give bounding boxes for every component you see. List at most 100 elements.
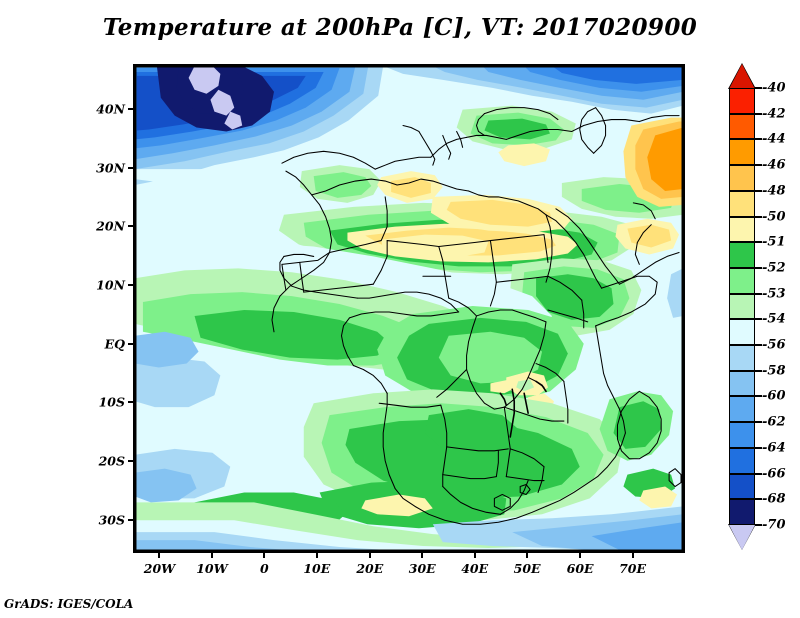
colorbar-tick-label: -48	[762, 183, 786, 199]
y-tick-mark	[128, 166, 133, 169]
x-tick-label-60e: 60E	[566, 561, 594, 576]
x-tick-label-70e: 70E	[619, 561, 647, 576]
colorbar-tick-label: -66	[762, 466, 786, 482]
colorbar-band	[729, 113, 755, 140]
colorbar-band	[729, 447, 755, 474]
x-tick-label-40e: 40E	[461, 561, 489, 576]
x-tick-mark	[315, 553, 318, 558]
x-tick-mark	[631, 553, 634, 558]
colorbar-band	[729, 345, 755, 371]
colorbar-band	[729, 319, 755, 346]
colorbar-tick-mark	[755, 164, 762, 167]
colorbar-over-arrow	[729, 64, 755, 89]
x-tick-mark	[421, 553, 424, 558]
y-tick-mark	[128, 107, 133, 110]
footer-credit: GrADS: IGES/COLA	[4, 597, 134, 611]
colorbar-tick-mark	[755, 87, 762, 89]
y-tick-mark	[128, 284, 133, 287]
colorbar-tick-mark	[755, 138, 762, 141]
colorbar-tick-mark	[755, 215, 762, 218]
colorbar-band	[729, 499, 755, 525]
colorbar-tick-mark	[755, 421, 762, 424]
colorbar-band	[729, 267, 755, 294]
map-plot-area[interactable]	[133, 64, 685, 553]
x-tick-label-10w: 10W	[196, 561, 228, 576]
x-tick-label-20e: 20E	[356, 561, 384, 576]
map-field-svg	[135, 66, 683, 551]
colorbar-tick-label: -40	[762, 80, 786, 96]
y-tick-mark	[128, 401, 133, 404]
colorbar-tick-label: -58	[762, 363, 786, 379]
chart-title: Temperature at 200hPa [C], VT: 201702090…	[102, 14, 698, 41]
y-tick-mark	[128, 460, 133, 463]
colorbar-tick-mark	[755, 395, 762, 398]
y-tick-label-10s: 10S	[98, 394, 125, 410]
colorbar-tick-mark	[755, 369, 762, 372]
y-tick-label-30s: 30S	[98, 512, 125, 528]
colorbar-tick-label: -42	[762, 106, 786, 122]
colorbar-tick-mark	[755, 318, 762, 321]
colorbar-tick-mark	[755, 189, 762, 192]
colorbar-tick-label: -62	[762, 414, 786, 430]
y-tick-label-20n: 20N	[96, 218, 125, 234]
colorbar-band	[729, 190, 755, 217]
colorbar-band	[729, 139, 755, 166]
colorbar-band	[729, 396, 755, 423]
colorbar-tick-mark	[755, 292, 762, 295]
x-tick-mark	[210, 553, 213, 558]
y-tick-mark	[128, 225, 133, 228]
colorbar-tick-mark	[755, 266, 762, 269]
colorbar-band	[729, 165, 755, 191]
colorbar-band	[729, 370, 755, 397]
colorbar-tick-label: -68	[762, 491, 786, 507]
x-tick-label-20w: 20W	[143, 561, 176, 576]
colorbar-tick-mark	[755, 344, 762, 347]
x-tick-mark	[158, 553, 161, 558]
colorbar-tick-mark	[755, 524, 762, 526]
colorbar-tick-label: -50	[762, 209, 786, 225]
colorbar-tick-label: -52	[762, 260, 786, 276]
colorbar-band	[729, 293, 755, 320]
colorbar-band	[729, 422, 755, 448]
colorbar-tick-label: -51	[762, 234, 786, 250]
colorbar-tick-label: -70	[762, 517, 786, 533]
x-tick-mark	[473, 553, 476, 558]
colorbar-tick-label: -44	[762, 131, 786, 147]
y-tick-label-eq: EQ	[104, 336, 125, 352]
x-tick-label-30e: 30E	[408, 561, 436, 576]
y-tick-mark	[128, 518, 133, 521]
x-tick-mark	[579, 553, 582, 558]
y-tick-label-30n: 30N	[96, 160, 125, 176]
x-tick-label-10e: 10E	[303, 561, 331, 576]
lakes-and-rivers	[499, 380, 547, 438]
colorbar[interactable]	[729, 88, 755, 525]
y-tick-label-10n: 10N	[96, 277, 125, 293]
x-tick-label-0: 0	[260, 561, 269, 576]
colorbar-band	[729, 216, 755, 243]
colorbar-tick-mark	[755, 112, 762, 115]
colorbar-tick-label: -64	[762, 440, 786, 456]
colorbar-band	[729, 473, 755, 500]
colorbar-tick-label: -56	[762, 337, 786, 353]
colorbar-tick-label: -60	[762, 388, 786, 404]
temperature-field	[135, 66, 683, 551]
colorbar-tick-label: -53	[762, 286, 786, 302]
colorbar-tick-label: -46	[762, 157, 786, 173]
colorbar-tick-mark	[755, 472, 762, 475]
colorbar-tick-mark	[755, 241, 762, 244]
x-tick-mark	[368, 553, 371, 558]
y-tick-label-20s: 20S	[98, 453, 125, 469]
x-tick-mark	[263, 553, 266, 558]
colorbar-tick-mark	[755, 446, 762, 449]
y-tick-label-40n: 40N	[96, 101, 125, 117]
colorbar-tick-mark	[755, 498, 762, 501]
colorbar-band	[729, 88, 755, 114]
x-tick-mark	[526, 553, 529, 558]
y-tick-mark	[128, 342, 133, 345]
colorbar-tick-label: -54	[762, 311, 786, 327]
colorbar-under-arrow	[729, 525, 755, 550]
colorbar-band	[729, 242, 755, 268]
x-tick-label-50e: 50E	[513, 561, 541, 576]
map-borders	[271, 107, 682, 525]
